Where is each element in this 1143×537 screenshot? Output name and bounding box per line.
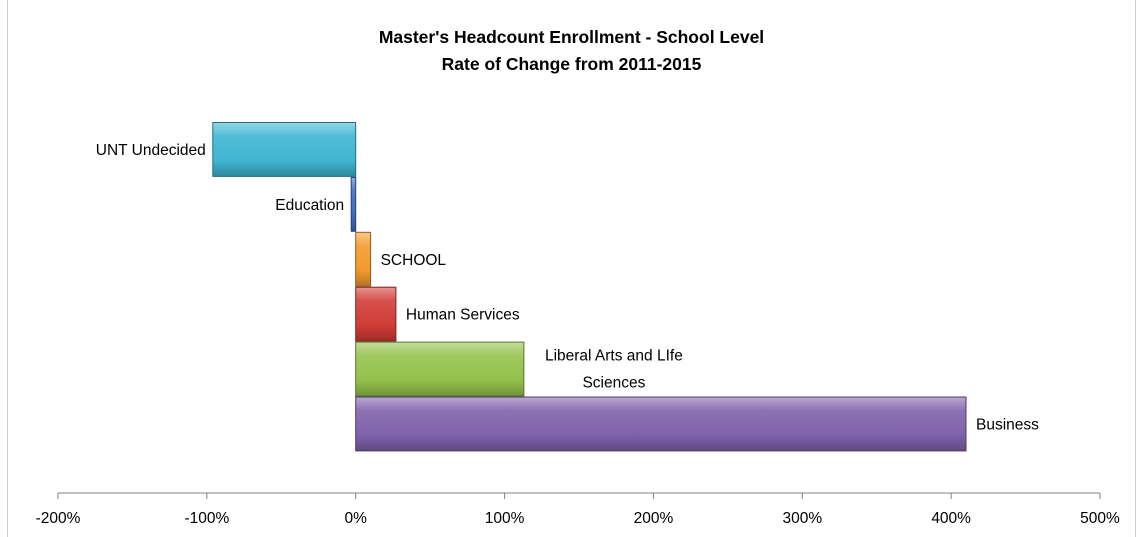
x-tick-label: -200%: [36, 510, 81, 527]
x-tick-label: 0%: [345, 510, 368, 527]
chart-title: Master's Headcount Enrollment - School L…: [0, 24, 1143, 78]
category-label: Liberal Arts and LIfe Sciences: [545, 348, 683, 392]
x-tick-label: 400%: [931, 510, 971, 527]
x-tick-label: 200%: [634, 510, 674, 527]
category-label: Business: [976, 416, 1039, 433]
x-tick-label: 100%: [485, 510, 525, 527]
bars-group: [212, 122, 967, 452]
x-tick-label: 300%: [782, 510, 822, 527]
bar-liberal-arts-and-life-sciences: [355, 341, 525, 397]
bar-school: [355, 231, 372, 287]
category-label: UNT Undecided: [96, 142, 206, 159]
chart-title-line1: Master's Headcount Enrollment - School L…: [378, 27, 765, 47]
chart-frame: [7, 0, 1136, 537]
labels-group: UNT Undecided Education SCHOOL Human Servic…: [96, 142, 1039, 434]
x-tick-label: 500%: [1080, 510, 1120, 527]
bar-business: [355, 396, 967, 452]
x-axis: -200% -100% 0% 100% 200% 300% 400% 500%: [36, 492, 1120, 527]
bar-education: [350, 176, 357, 232]
category-label: Human Services: [406, 307, 520, 324]
x-tick-label: -100%: [184, 510, 229, 527]
category-label: SCHOOL: [381, 252, 447, 269]
bar-unt-undecided: [212, 122, 357, 177]
category-label: Education: [275, 197, 344, 214]
chart-title-line2: Rate of Change from 2011-2015: [441, 54, 702, 74]
bar-human-services: [355, 286, 397, 342]
